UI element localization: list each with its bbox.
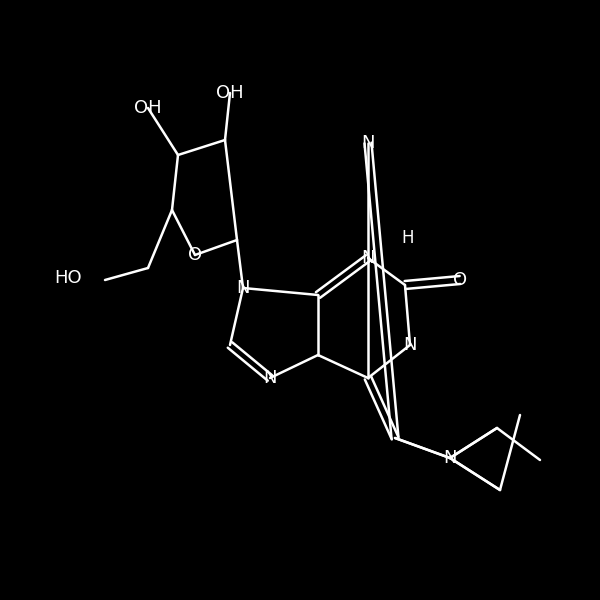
Text: N: N [236,279,250,297]
Text: N: N [361,134,375,152]
Text: N: N [263,369,277,387]
Text: O: O [453,271,467,289]
Text: N: N [443,449,457,467]
Text: HO: HO [54,269,82,287]
Text: N: N [403,336,417,354]
Text: O: O [188,246,202,264]
Text: OH: OH [134,99,162,117]
Text: N: N [361,249,375,267]
Text: H: H [402,229,414,247]
Text: OH: OH [216,84,244,102]
